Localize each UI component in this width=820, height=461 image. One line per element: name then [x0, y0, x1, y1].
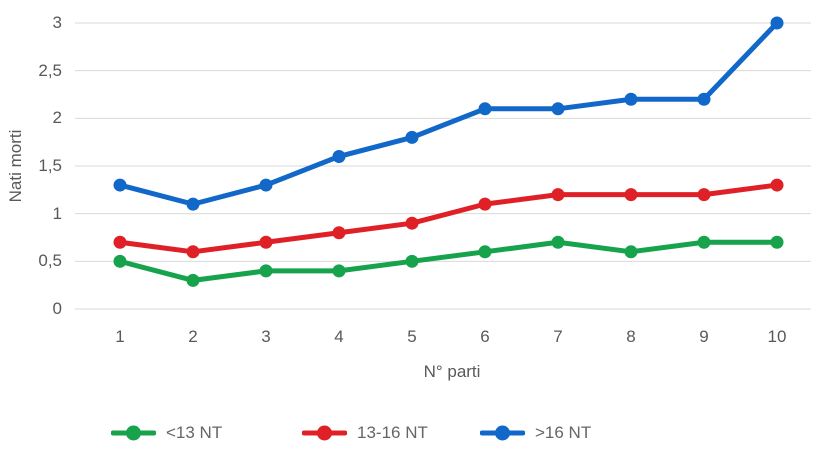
x-tick-label: 10	[767, 327, 787, 346]
x-tick-label: 6	[480, 327, 490, 346]
y-tick-label: 0	[52, 299, 62, 318]
legend-item: >16 NT	[480, 424, 591, 442]
x-tick-label: 9	[699, 327, 709, 346]
data-point-marker	[624, 245, 638, 259]
data-point-marker	[478, 197, 492, 211]
legend-marker-icon	[302, 425, 347, 441]
data-point-marker	[624, 188, 638, 202]
legend-item: <13 NT	[111, 424, 222, 442]
x-tick-label: 7	[553, 327, 563, 346]
x-tick-label: 2	[188, 327, 198, 346]
data-point-marker	[624, 92, 638, 106]
data-point-marker	[478, 102, 492, 116]
data-point-marker	[551, 188, 565, 202]
data-point-marker	[113, 254, 127, 268]
legend-label: <13 NT	[166, 423, 223, 442]
series-line	[117, 20, 780, 207]
data-point-marker	[259, 235, 273, 249]
data-point-marker	[697, 92, 711, 106]
data-point-marker	[113, 235, 127, 249]
series-line	[117, 182, 780, 255]
x-tick-label: 1	[115, 327, 125, 346]
legend-marker-icon	[111, 425, 156, 441]
y-axis-title: Nati morti	[6, 129, 25, 203]
legend-item: 13-16 NT	[302, 424, 428, 442]
data-point-marker	[405, 254, 419, 268]
legend-label: 13-16 NT	[357, 423, 428, 442]
y-tick-label: 0,5	[38, 251, 62, 271]
data-point-marker	[551, 102, 565, 116]
data-point-marker	[259, 264, 273, 278]
data-point-marker	[770, 235, 784, 249]
data-point-marker	[551, 235, 565, 249]
data-point-marker	[478, 245, 492, 259]
data-point-marker	[332, 226, 346, 240]
data-point-marker	[770, 178, 784, 192]
data-point-marker	[259, 178, 273, 192]
x-axis-title: N° parti	[423, 362, 481, 381]
legend-label: >16 NT	[535, 423, 592, 442]
x-tick-label: 3	[261, 327, 271, 346]
y-tick-label: 1	[52, 203, 62, 223]
data-point-marker	[697, 235, 711, 249]
data-point-marker	[186, 273, 200, 287]
y-tick-label: 1,5	[38, 156, 62, 175]
y-tick-label: 2,5	[38, 60, 62, 80]
x-tick-label: 4	[334, 327, 344, 346]
legend-marker-icon	[480, 425, 525, 441]
data-point-marker	[186, 197, 200, 211]
data-point-marker	[770, 16, 784, 30]
data-point-marker	[113, 178, 127, 192]
data-point-marker	[405, 216, 419, 230]
data-point-marker	[697, 188, 711, 202]
y-tick-label: 2	[52, 108, 62, 128]
data-point-marker	[332, 149, 346, 163]
data-point-marker	[186, 245, 200, 259]
series-line	[117, 239, 780, 283]
x-tick-label: 8	[626, 327, 636, 346]
x-tick-label: 5	[407, 327, 417, 346]
data-point-marker	[332, 264, 346, 278]
data-point-marker	[405, 130, 419, 144]
y-tick-label: 3	[52, 13, 62, 32]
